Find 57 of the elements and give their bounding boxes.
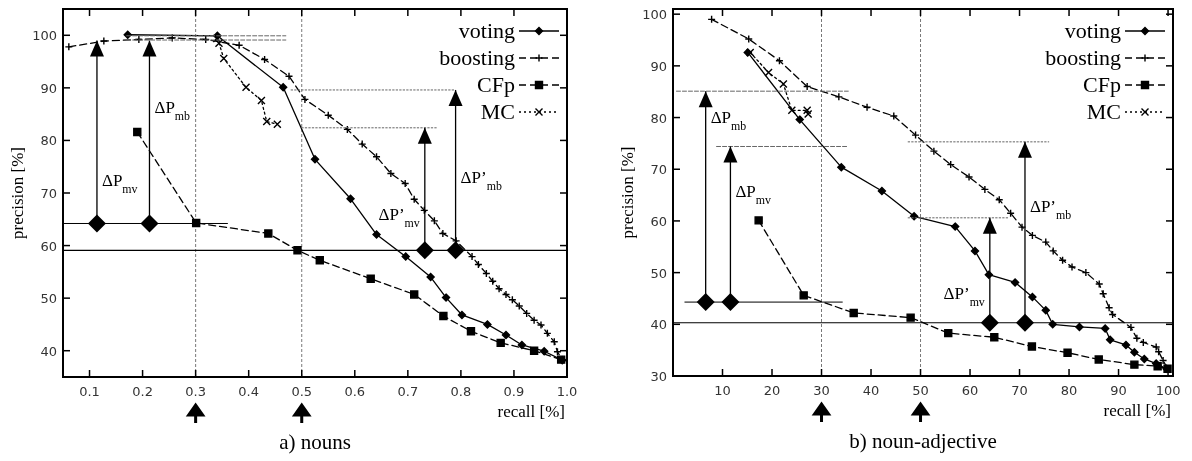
x-tick-label: 0.9 — [503, 384, 525, 399]
x-tick-label: 50 — [912, 383, 929, 398]
y-tick-label: 60 — [40, 238, 57, 254]
legend-label: CFp — [1083, 72, 1121, 97]
x-tick-label: 0.3 — [185, 384, 206, 399]
y-tick-label: 90 — [650, 58, 667, 74]
x-tick-label: 20 — [763, 383, 781, 398]
x-tick-label: 0.7 — [397, 384, 419, 399]
x-tick-label: 10 — [714, 383, 731, 398]
y-tick-label: 60 — [650, 213, 667, 229]
annotation: ΔP’$_{mv}$ — [378, 204, 420, 230]
y-tick-label: 80 — [40, 133, 57, 149]
annotation: ΔP$_{mb}$ — [154, 97, 191, 123]
legend-label: voting — [1064, 18, 1121, 43]
x-tick-label: 90 — [1110, 383, 1127, 398]
text: a) nouns — [279, 430, 351, 454]
x-tick-label: 40 — [862, 383, 880, 398]
x-tick-label: 0.8 — [450, 384, 472, 399]
y-tick-label: 50 — [40, 291, 57, 307]
annotation: ΔP’$_{mb}$ — [460, 167, 502, 193]
y-tick-label: 50 — [650, 265, 667, 281]
x-tick-label: 1.0 — [556, 384, 578, 399]
y-tick-label: 100 — [642, 7, 667, 23]
x-axis-title: recall [%] — [497, 402, 565, 421]
annotation: ΔP’$_{mb}$ — [1029, 196, 1072, 222]
x-tick-label: 0.1 — [79, 384, 100, 399]
y-tick-label: 70 — [40, 186, 57, 201]
x-axis-title: recall [%] — [1103, 401, 1171, 420]
y-tick-label: 40 — [40, 343, 57, 359]
annotation: ΔP$_{mv}$ — [101, 171, 138, 197]
x-tick-label: 0.4 — [238, 384, 260, 399]
text: b) noun-adjective — [849, 429, 997, 453]
legend-label: voting — [458, 18, 515, 43]
x-tick-label: 30 — [813, 383, 830, 398]
legend-label: boosting — [439, 45, 515, 70]
annotation: ΔP$_{mv}$ — [735, 181, 772, 207]
x-tick-label: 0.6 — [344, 384, 366, 399]
x-tick-label: 80 — [1060, 383, 1078, 398]
legend-label: CFp — [477, 72, 515, 97]
y-tick-label: 100 — [32, 28, 57, 44]
y-tick-label: 40 — [650, 317, 667, 333]
y-tick-label: 30 — [650, 369, 667, 384]
y-axis-title: precision [%] — [618, 146, 637, 239]
x-tick-label: 0.2 — [132, 384, 153, 399]
legend-label: MC — [480, 99, 515, 124]
legend-label: boosting — [1045, 45, 1121, 70]
y-tick-label: 80 — [650, 110, 667, 126]
legend-label: MC — [1086, 99, 1121, 124]
y-axis-title: precision [%] — [8, 146, 27, 240]
x-tick-label: 70 — [1011, 383, 1028, 398]
x-tick-label: 100 — [1155, 383, 1181, 398]
x-tick-label: 0.5 — [291, 384, 313, 399]
y-tick-label: 70 — [650, 162, 667, 178]
annotation: ΔP$_{mb}$ — [710, 108, 747, 134]
y-tick-label: 90 — [40, 80, 57, 96]
x-tick-label: 60 — [961, 383, 979, 398]
annotation: ΔP’$_{mv}$ — [943, 284, 985, 310]
